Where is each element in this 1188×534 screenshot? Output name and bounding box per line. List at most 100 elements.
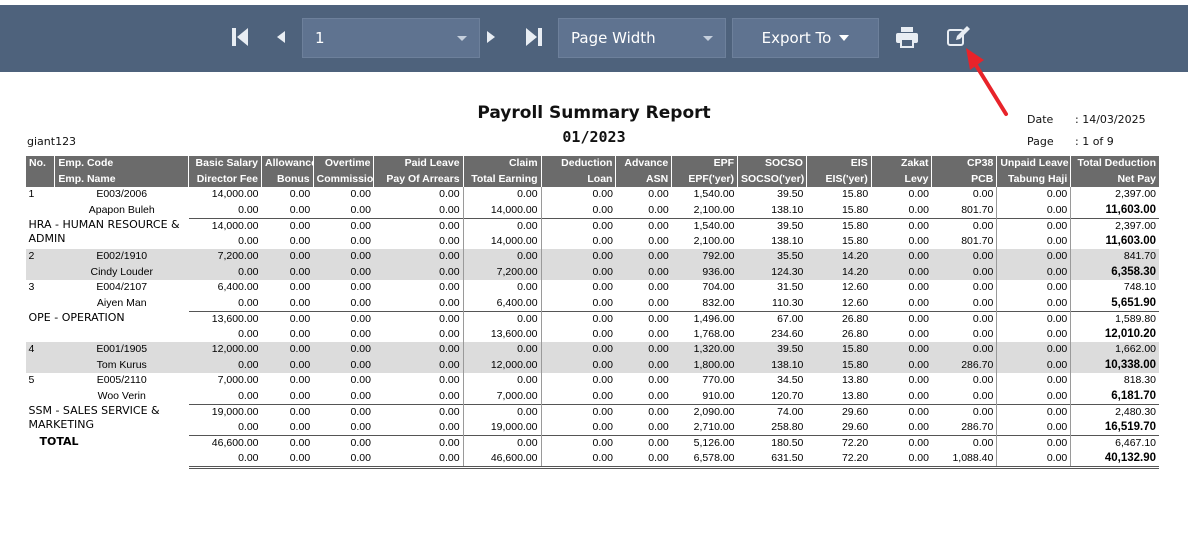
amount-cell: 0.00: [592, 234, 613, 247]
employee-number: [26, 389, 55, 405]
previous-page-button[interactable]: [268, 17, 294, 57]
last-page-button[interactable]: [521, 17, 547, 57]
column-header: Bonus: [261, 171, 314, 187]
amount-cell: 74.00: [737, 403, 807, 420]
amount-cell: 0.00: [261, 403, 314, 420]
amount-cell: 0.00: [648, 389, 669, 402]
grand-total-row: 0.00 0.00 0.00 0.00 46,600.00 0.00 0.00 6,578.0…: [26, 450, 1159, 469]
amount-cell: 0.00: [188, 357, 262, 373]
edit-report-button[interactable]: [946, 17, 972, 57]
amount-cell: 35.50: [737, 249, 807, 265]
page-label: Page: [1027, 135, 1054, 148]
amount-cell: 6,358.30: [1070, 264, 1159, 280]
amount-cell: 7,200.00: [188, 249, 262, 265]
amount-cell: 832.00: [702, 296, 735, 309]
amount-cell: 0.00: [313, 342, 374, 358]
amount-cell: 0.00: [972, 389, 994, 402]
amount-cell: 1,540.00: [671, 217, 738, 234]
company-name: giant123: [27, 135, 77, 148]
amount-cell: 0.00: [462, 217, 542, 234]
amount-cell: 13,600.00: [188, 310, 262, 327]
amount-cell: 0.00: [541, 310, 616, 327]
amount-cell: 0.00: [871, 450, 932, 469]
employee-row: Tom Kurus 0.00 0.00 0.00 0.00 12,000.00 0.00 0.…: [25, 357, 1159, 373]
amount-cell: 0.00: [261, 357, 314, 373]
amount-cell: 0.00: [462, 310, 542, 327]
amount-cell: 26.80: [806, 310, 872, 327]
print-button[interactable]: [894, 17, 920, 57]
amount-cell: 0.00: [373, 357, 464, 373]
amount-cell: 39.50: [737, 342, 807, 358]
chevron-down-icon: [703, 36, 713, 41]
column-header: Emp. Code: [54, 156, 189, 172]
amount-cell: 0.00: [289, 374, 311, 387]
amount-cell: 0.00: [615, 342, 672, 358]
amount-cell: 124.30: [737, 264, 807, 280]
amount-cell: 0.00: [648, 203, 669, 216]
page-info-value: : 1 of 9: [1075, 135, 1114, 148]
amount-cell: 936.00: [671, 264, 738, 280]
header-row-secondary: Emp. Name Director Fee Bonus Commission Pay …: [24, 171, 1159, 187]
header-row-primary: No. Emp. Code Basic Salary Allowance Overtim…: [24, 156, 1159, 172]
amount-cell: 0.00: [313, 249, 374, 265]
last-page-icon: [526, 28, 542, 46]
next-page-button[interactable]: [478, 17, 504, 57]
department-subtotal-row: HRA - HUMAN RESOURCE & ADMIN 14,000.00 0.0…: [26, 217, 1159, 245]
zoom-select[interactable]: Page Width: [558, 18, 726, 58]
amount-cell: 1,800.00: [671, 357, 738, 373]
amount-cell: 6,181.70: [1111, 389, 1156, 402]
amount-cell: 0.00: [289, 389, 311, 402]
amount-cell: 0.00: [261, 434, 314, 451]
amount-cell: 14,000.00: [462, 233, 542, 249]
amount-cell: 0.00: [996, 373, 1072, 389]
amount-cell: 0.00: [648, 327, 669, 340]
amount-cell: 770.00: [702, 374, 735, 387]
export-button[interactable]: Export To: [732, 18, 879, 58]
amount-cell: 0.00: [289, 234, 311, 247]
column-header: SOCSO: [737, 156, 807, 172]
amount-cell: 19,000.00: [188, 403, 262, 420]
amount-cell: 31.50: [777, 281, 804, 294]
amount-cell: 0.00: [439, 188, 460, 201]
amount-cell: 0.00: [931, 249, 997, 265]
department-subtotal-row: 0.00 0.00 0.00 0.00 14,000.00 0.00 0.00 2,100.0…: [26, 233, 1160, 249]
amount-cell: 2,710.00: [693, 420, 735, 433]
amount-cell: 0.00: [615, 403, 672, 420]
amount-cell: 14,000.00: [462, 202, 542, 218]
date-label: Date: [1027, 113, 1054, 126]
column-header: ASN: [615, 171, 672, 187]
grand-total-row: TOTAL 46,600.00 0.00 0.00 0.00 0.00 0.00 0.00 5,…: [26, 434, 1159, 451]
amount-cell: 0.00: [350, 296, 371, 309]
amount-cell: 0.00: [313, 310, 374, 327]
department-name: SSM - SALES SERVICE & MARKETING: [28, 404, 160, 431]
amount-cell: 180.50: [737, 434, 807, 451]
amount-cell: 0.00: [996, 403, 1072, 420]
caret-down-icon: [839, 35, 850, 41]
amount-cell: 6,400.00: [462, 295, 542, 311]
amount-cell: 0.00: [439, 203, 460, 216]
amount-cell: 0.00: [373, 310, 464, 327]
amount-cell: 0.00: [289, 188, 311, 201]
amount-cell: 0.00: [871, 403, 932, 420]
payroll-rows: 1 E003/2006 14,000.00 0.00 0.00 0.00 0.00 0.00 0…: [25, 187, 1160, 469]
amount-cell: 0.00: [931, 310, 997, 327]
payroll-summary-table: No. Emp. Code Basic Salary Allowance Overtim…: [24, 156, 1160, 469]
amount-cell: 11,603.00: [1105, 234, 1156, 247]
amount-cell: 801.70: [961, 203, 994, 216]
department-name: OPE - OPERATION: [28, 311, 125, 324]
amount-cell: 19,000.00: [462, 419, 542, 435]
amount-cell: 0.00: [648, 188, 669, 201]
amount-cell: 0.00: [996, 388, 1072, 404]
next-page-icon: [487, 31, 495, 43]
first-page-button[interactable]: [227, 17, 253, 57]
department-subtotal-row: 0.00 0.00 0.00 0.00 19,000.00 0.00 0.00 2,710.0…: [26, 419, 1160, 435]
page-number-select[interactable]: 1: [302, 18, 480, 58]
amount-cell: 0.00: [541, 434, 616, 451]
amount-cell: 0.00: [462, 280, 542, 296]
amount-cell: 0.00: [373, 403, 464, 420]
amount-cell: 15.80: [806, 357, 872, 373]
amount-cell: 0.00: [592, 203, 613, 216]
amount-cell: 0.00: [289, 420, 311, 433]
employee-row: Aiyen Man 0.00 0.00 0.00 0.00 6,400.00 0.00 0.0…: [26, 295, 1160, 311]
amount-cell: 12,000.00: [188, 342, 262, 358]
